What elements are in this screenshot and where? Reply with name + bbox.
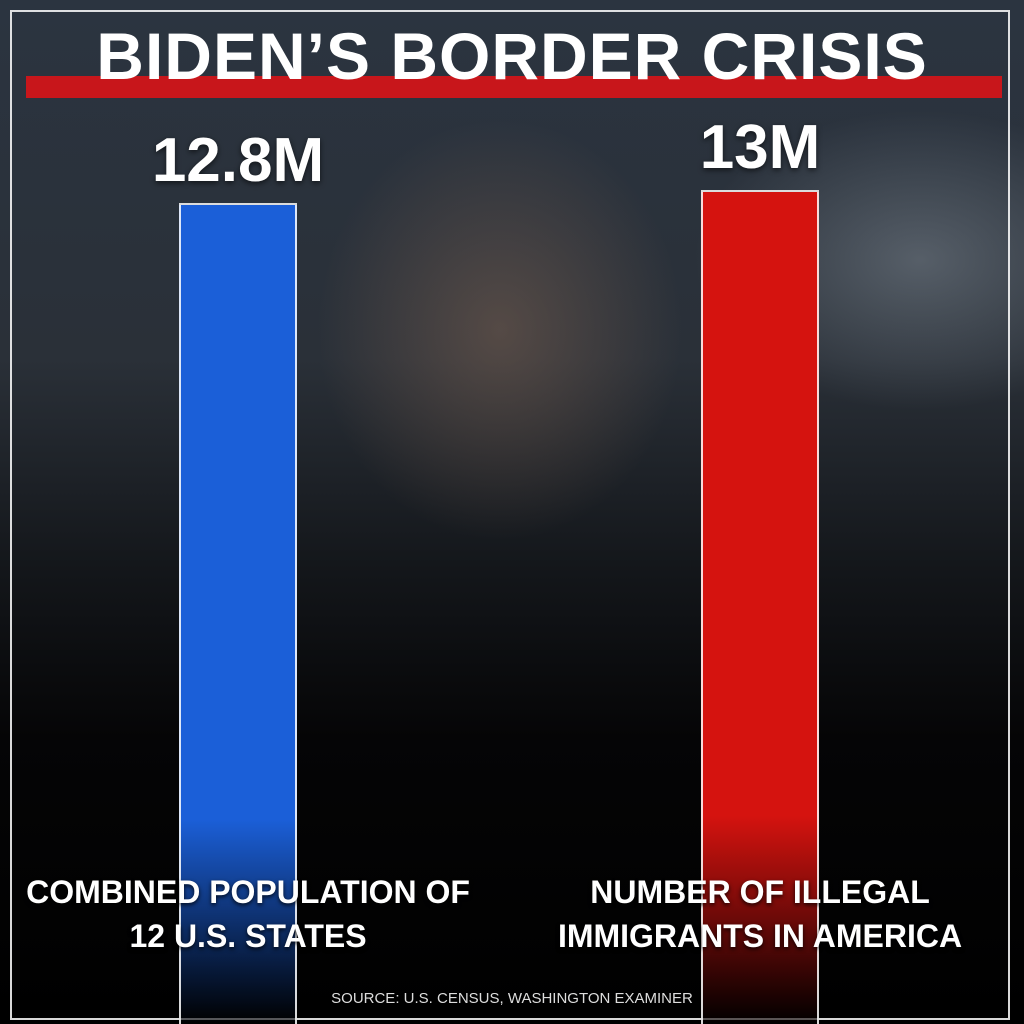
frame <box>10 10 1010 1020</box>
value-label: 13M <box>699 113 821 182</box>
category-label: NUMBER OF ILLEGAL IMMIGRANTS IN AMERICA <box>557 874 963 954</box>
chart-title: BIDEN’S BORDER CRISIS <box>96 19 928 93</box>
source-note: SOURCE: U.S. CENSUS, WASHINGTON EXAMINER <box>331 990 693 1007</box>
value-label: 12.8M <box>151 125 325 195</box>
bar <box>179 202 297 1024</box>
bar <box>701 190 819 1024</box>
category-label: COMBINED POPULATION OF 12 U.S. STATES <box>26 874 470 954</box>
title-underline <box>26 76 1002 98</box>
